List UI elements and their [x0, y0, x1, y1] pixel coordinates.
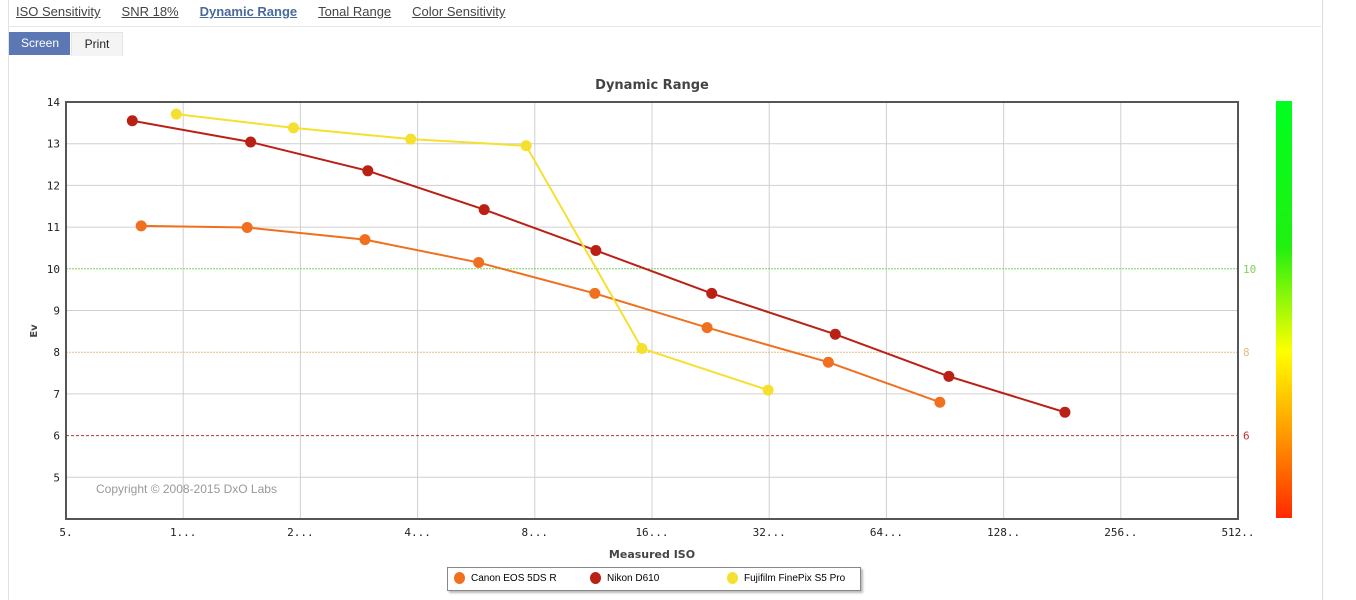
y-tick-label: 9	[53, 305, 60, 318]
data-point	[829, 328, 841, 340]
legend-item-nikon[interactable]: Nikon D610	[590, 572, 659, 584]
copyright-text: Copyright © 2008-2015 DxO Labs	[96, 482, 277, 496]
series-line	[176, 113, 769, 392]
x-tick-label: 1...	[170, 526, 197, 539]
tab-color-sensitivity[interactable]: Color Sensitivity	[412, 4, 506, 19]
y-tick-label: 11	[47, 221, 60, 234]
data-point	[405, 133, 417, 145]
x-tick-label: 5.	[59, 526, 72, 539]
data-point	[701, 322, 713, 334]
y-tick-label: 13	[47, 138, 60, 151]
y-tick-label: 7	[53, 388, 60, 401]
tab-snr-18[interactable]: SNR 18%	[121, 4, 179, 19]
x-tick-label: 32...	[753, 526, 786, 539]
data-point	[135, 220, 147, 232]
tab-tonal-range[interactable]: Tonal Range	[318, 4, 392, 19]
x-tick-label: 2...	[287, 526, 314, 539]
data-point	[520, 140, 532, 152]
color-scale-bar	[1276, 101, 1292, 518]
data-point	[1059, 406, 1071, 418]
x-tick-label: 64...	[870, 526, 903, 539]
y-tick-label: 10	[47, 263, 60, 276]
series-line	[132, 119, 1066, 414]
legend-item-fujifilm[interactable]: Fujifilm FinePix S5 Pro	[727, 572, 845, 584]
y-tick-label: 12	[47, 179, 60, 192]
y-tick-label: 6	[53, 430, 60, 443]
y-tick-label: 14	[47, 96, 61, 109]
data-point	[762, 384, 774, 396]
data-point	[478, 204, 490, 216]
data-point	[245, 136, 257, 148]
legend-marker-icon	[727, 572, 738, 584]
reference-label: 8	[1243, 346, 1250, 359]
legend-marker-icon	[590, 572, 601, 584]
x-tick-label: 128..	[987, 526, 1020, 539]
series-line	[141, 224, 941, 404]
y-axis-label: Ev	[29, 324, 40, 338]
data-point	[590, 244, 602, 256]
legend-label: Canon EOS 5DS R	[471, 572, 557, 584]
legend-label: Nikon D610	[607, 572, 660, 584]
x-tick-label: 256..	[1104, 526, 1137, 539]
reference-label: 6	[1243, 430, 1250, 443]
plot-border	[65, 101, 1239, 520]
x-tick-label: 4...	[404, 526, 431, 539]
chart-title: Dynamic Range	[595, 78, 709, 93]
legend-item-canon[interactable]: Canon EOS 5DS R	[454, 572, 557, 584]
legend-label: Fujifilm FinePix S5 Pro	[744, 572, 846, 584]
y-tick-label: 5	[53, 471, 60, 484]
x-axis-label: Measured ISO	[609, 548, 695, 561]
data-point	[934, 396, 946, 408]
measurement-tabs: ISO Sensitivity SNR 18% Dynamic Range To…	[16, 4, 505, 19]
y-tick-label: 8	[53, 346, 60, 359]
x-tick-label: 8...	[522, 526, 549, 539]
data-point	[287, 122, 299, 134]
chart-legend: Canon EOS 5DS R Nikon D610 Fujifilm Fine…	[447, 567, 861, 591]
data-point	[822, 356, 834, 368]
data-point	[126, 115, 138, 127]
legend-marker-icon	[454, 572, 465, 584]
screen-mode-button[interactable]: Screen	[9, 32, 70, 55]
reference-label: 10	[1243, 263, 1256, 276]
print-mode-button[interactable]: Print	[71, 32, 123, 56]
x-tick-label: 512..	[1221, 526, 1254, 539]
data-point	[359, 234, 371, 246]
data-point	[170, 108, 182, 120]
x-tick-label: 16...	[635, 526, 668, 539]
data-point	[362, 165, 374, 177]
data-point	[241, 222, 253, 234]
data-point	[636, 342, 648, 354]
tab-iso-sensitivity[interactable]: ISO Sensitivity	[16, 4, 101, 19]
data-point	[473, 257, 485, 269]
data-point	[706, 287, 718, 299]
tab-dynamic-range[interactable]: Dynamic Range	[199, 4, 298, 19]
data-point	[943, 370, 955, 382]
page-frame	[8, 0, 1323, 600]
data-point	[589, 287, 601, 299]
tab-divider	[8, 26, 1321, 27]
